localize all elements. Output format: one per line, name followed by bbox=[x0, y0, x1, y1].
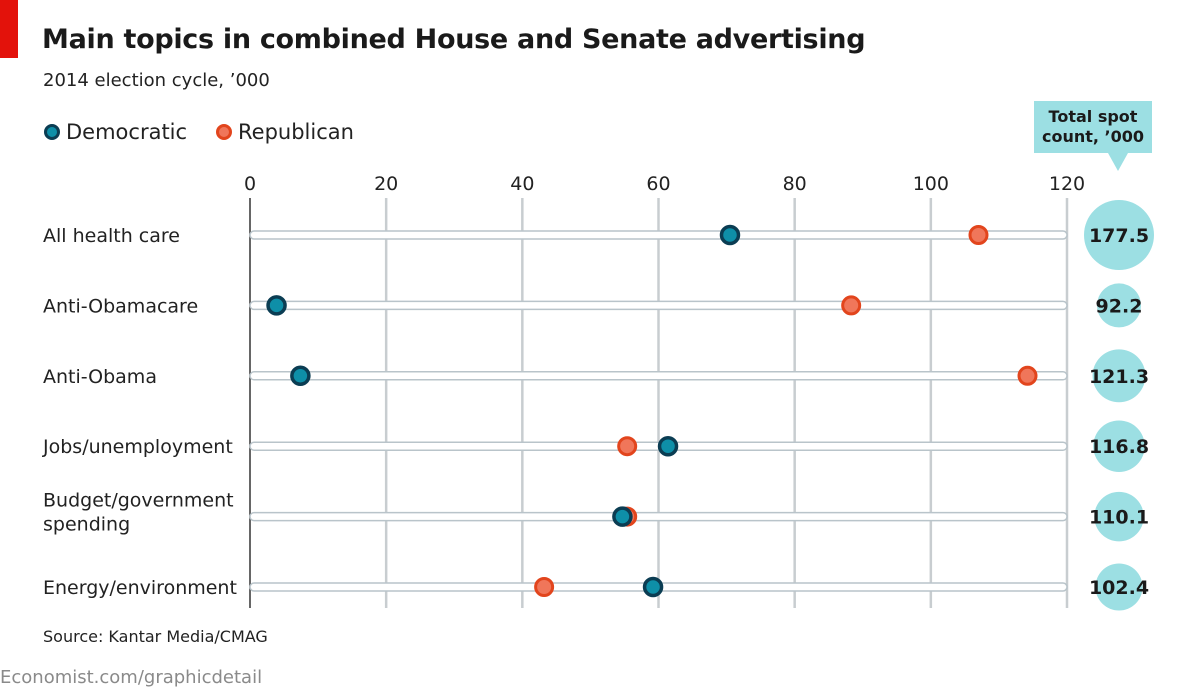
legend-democratic-label: Democratic bbox=[66, 120, 188, 144]
legend-republican-dot bbox=[216, 124, 232, 140]
x-tick-label: 60 bbox=[646, 173, 670, 195]
republican-dot bbox=[1017, 365, 1038, 386]
total-bubble bbox=[1092, 349, 1146, 403]
total-bubble bbox=[1084, 200, 1154, 270]
legend-republican-label: Republican bbox=[238, 120, 354, 144]
democratic-dot bbox=[642, 576, 664, 598]
legend-democratic-dot bbox=[44, 124, 60, 140]
total-value-label: 116.8 bbox=[1089, 436, 1149, 458]
total-label-line2: count, ’000 bbox=[1041, 127, 1145, 146]
legend-democratic: Democratic bbox=[44, 120, 187, 144]
total-bubble bbox=[1097, 283, 1141, 328]
chart-title: Main topics in combined House and Senate… bbox=[42, 24, 866, 55]
legend-republican: Republican bbox=[216, 120, 354, 144]
total-label-pointer bbox=[1108, 153, 1128, 171]
total-value-label: 110.1 bbox=[1089, 507, 1149, 529]
total-bubble bbox=[1094, 491, 1144, 542]
row-track bbox=[249, 511, 1068, 522]
row-track bbox=[249, 300, 1068, 311]
republican-dot bbox=[617, 436, 638, 457]
total-value-label: 177.5 bbox=[1089, 225, 1149, 247]
democratic-dot bbox=[290, 365, 311, 387]
x-tick-label: 20 bbox=[374, 173, 398, 195]
republican-dot bbox=[534, 577, 555, 597]
row-track bbox=[249, 371, 1068, 381]
republican-dot bbox=[968, 225, 989, 245]
category-label: Energy/environment bbox=[43, 577, 237, 599]
x-tick-label: 100 bbox=[913, 173, 949, 195]
category-label: Budget/government bbox=[43, 490, 234, 512]
total-label-line1: Total spot bbox=[1048, 107, 1138, 126]
category-label: Anti-Obamacare bbox=[43, 295, 198, 317]
category-label: Jobs/unemployment bbox=[42, 436, 233, 458]
x-tick-label: 0 bbox=[244, 173, 256, 195]
x-tick-label: 40 bbox=[510, 173, 534, 195]
democratic-dot bbox=[719, 224, 741, 246]
x-tick-label: 120 bbox=[1049, 173, 1085, 195]
democratic-dot bbox=[612, 506, 633, 527]
category-label: All health care bbox=[43, 225, 180, 247]
democratic-dot bbox=[657, 435, 679, 457]
row-track bbox=[249, 230, 1068, 240]
category-label: Anti-Obama bbox=[43, 366, 157, 388]
footer-credit: Economist.com/graphicdetail bbox=[0, 667, 263, 688]
total-value-label: 102.4 bbox=[1089, 577, 1149, 599]
total-bubble bbox=[1095, 563, 1143, 611]
x-tick-label: 80 bbox=[783, 173, 807, 195]
total-value-label: 92.2 bbox=[1096, 295, 1143, 317]
total-spot-count-label: Total spot count, ’000 bbox=[1034, 101, 1152, 153]
total-value-label: 121.3 bbox=[1089, 366, 1149, 388]
chart-subtitle: 2014 election cycle, ’000 bbox=[43, 70, 270, 91]
brand-red-bar bbox=[0, 0, 18, 58]
category-label: spending bbox=[43, 514, 130, 536]
source-note: Source: Kantar Media/CMAG bbox=[43, 627, 268, 646]
total-bubble bbox=[1093, 420, 1145, 472]
republican-dot bbox=[841, 295, 862, 316]
democratic-dot bbox=[266, 295, 287, 316]
